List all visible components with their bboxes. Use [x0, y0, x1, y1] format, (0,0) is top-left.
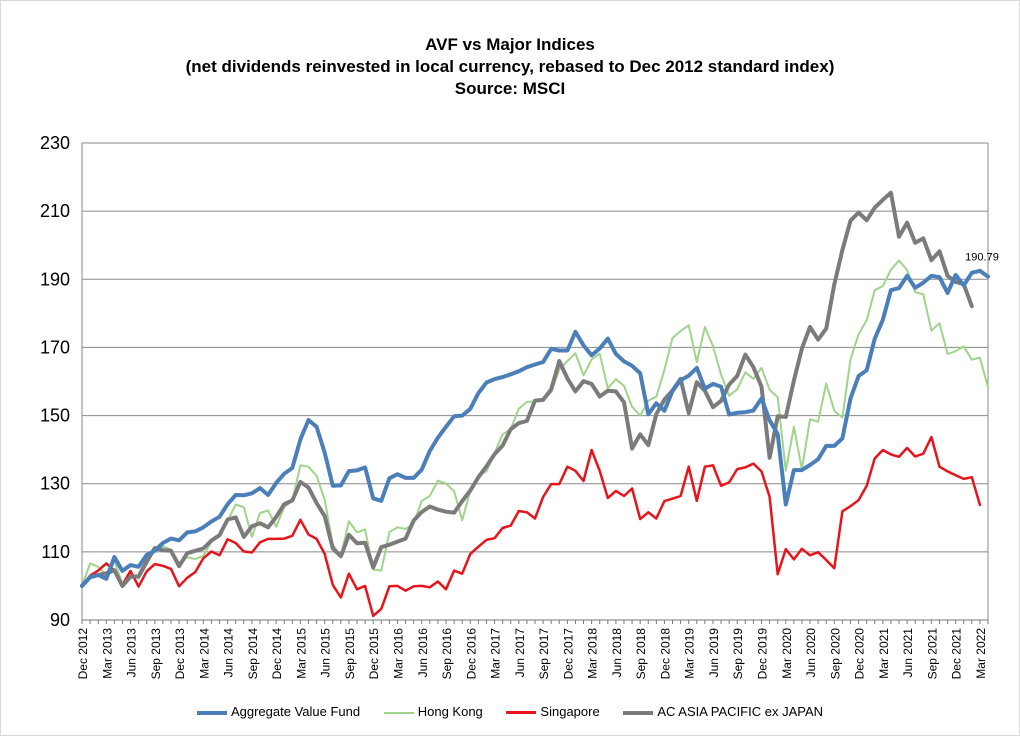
legend-label: Aggregate Value Fund: [230, 704, 361, 719]
x-tick-label: Jun 2018: [610, 628, 624, 678]
x-tick-label: Jun 2016: [416, 628, 430, 678]
y-tick-label: 130: [40, 474, 70, 494]
legend-swatch: [623, 710, 654, 715]
x-tick-label: Jun 2015: [319, 628, 333, 678]
x-tick-label: Sep 2015: [343, 628, 357, 680]
x-tick-label: Mar 2016: [391, 628, 405, 679]
x-tick-label: Jun 2014: [222, 628, 236, 678]
chart-title-line-3: Source: MSCI: [454, 79, 566, 98]
series-line-singapore: [80, 435, 982, 618]
x-tick-label: Mar 2020: [780, 628, 794, 679]
x-tick-label: Dec 2015: [367, 628, 381, 680]
annotations: 190.79: [965, 252, 999, 264]
x-tick-label: Jun 2019: [707, 628, 721, 678]
y-tick-label: 210: [40, 201, 70, 221]
y-tick-label: 170: [40, 337, 70, 357]
legend: Aggregate Value Fund Hong Kong Singapore…: [0, 704, 1020, 728]
x-axis: Dec 2012 Mar 2013 Jun 2013 Sep 2013 Dec 2013…: [76, 620, 989, 680]
x-tick-label: Sep 2013: [149, 628, 163, 680]
chart-title-line-2: (net dividends reinvested in local curre…: [185, 57, 835, 76]
x-tick-label: Sep 2016: [440, 628, 454, 680]
x-tick-label: Jun 2020: [804, 628, 818, 678]
data-label-last-value: 190.79: [965, 252, 999, 264]
legend-item-singapore: Singapore: [506, 704, 600, 719]
x-tick-label: Mar 2018: [586, 628, 600, 679]
x-tick-label: Mar 2014: [197, 628, 211, 679]
x-tick-label: Mar 2013: [100, 628, 114, 679]
x-tick-label: Jun 2013: [125, 628, 139, 678]
x-tick-label: Dec 2016: [464, 628, 478, 680]
y-tick-label: 90: [50, 610, 70, 630]
x-tick-label: Sep 2018: [634, 628, 648, 680]
x-tick-label: Dec 2019: [756, 628, 770, 680]
series-line-ac-asia-pacific-ex-japan: [80, 190, 974, 588]
y-axis: 90 110 130 150 170 190 210 230: [40, 133, 70, 630]
legend-swatch: [196, 710, 227, 715]
legend-item-aggregate-value-fund: Aggregate Value Fund: [196, 704, 361, 719]
legend-swatch: [506, 711, 537, 715]
x-tick-label: Dec 2013: [173, 628, 187, 680]
legend-label: Hong Kong: [417, 704, 483, 719]
gridlines: [81, 142, 989, 621]
x-tick-label: Dec 2017: [561, 628, 575, 680]
x-tick-label: Dec 2014: [270, 628, 284, 680]
x-tick-label: Sep 2020: [828, 628, 842, 680]
x-tick-label: Mar 2015: [294, 628, 308, 679]
legend-item-ac-asia-pacific: AC ASIA PACIFIC ex JAPAN: [623, 704, 823, 719]
x-tick-label: Sep 2019: [731, 628, 745, 680]
chart-title: AVF vs Major Indices (net dividends rein…: [0, 34, 1020, 100]
x-tick-label: Mar 2019: [683, 628, 697, 679]
chart-title-line-1: AVF vs Major Indices: [425, 35, 595, 54]
legend-swatch: [383, 711, 414, 714]
legend-item-hong-kong: Hong Kong: [383, 704, 483, 719]
x-tick-label: Dec 2021: [950, 628, 964, 680]
x-tick-label: Mar 2017: [489, 628, 503, 679]
x-tick-label: Sep 2014: [246, 628, 260, 680]
x-tick-label: Dec 2012: [76, 628, 90, 680]
x-tick-label: Mar 2022: [974, 628, 988, 679]
y-tick-label: 150: [40, 406, 70, 426]
x-tick-label: Sep 2017: [537, 628, 551, 680]
x-tick-label: Dec 2018: [658, 628, 672, 680]
x-tick-label: Sep 2021: [925, 628, 939, 680]
y-tick-label: 110: [41, 542, 70, 562]
x-tick-label: Jun 2017: [513, 628, 527, 678]
series-line-aggregate-value-fund: [80, 268, 990, 588]
x-tick-label: Mar 2021: [877, 628, 891, 679]
y-tick-label: 230: [40, 133, 70, 153]
x-tick-label: Dec 2020: [853, 628, 867, 680]
legend-label: Singapore: [540, 704, 600, 719]
x-tick-label: Jun 2021: [901, 628, 915, 678]
legend-label: AC ASIA PACIFIC ex JAPAN: [657, 704, 824, 719]
series-lines: [80, 190, 990, 618]
y-tick-label: 190: [40, 269, 70, 289]
